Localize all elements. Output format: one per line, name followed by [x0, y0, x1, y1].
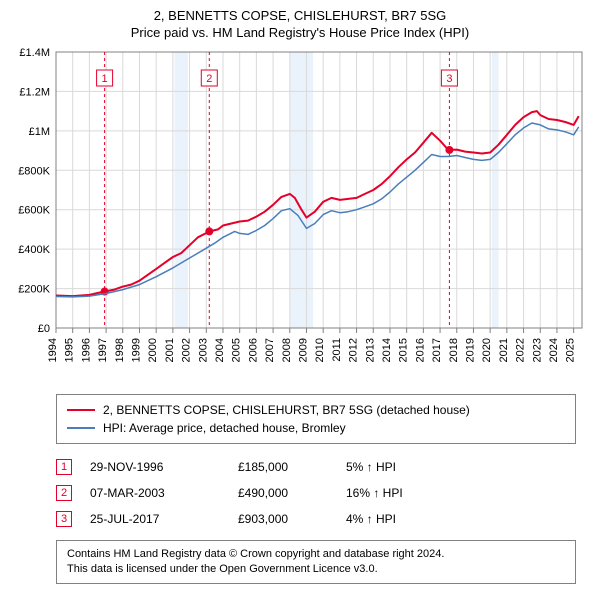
- svg-text:2013: 2013: [364, 338, 376, 362]
- legend-label: 2, BENNETTS COPSE, CHISLEHURST, BR7 5SG …: [103, 403, 470, 417]
- svg-text:1997: 1997: [97, 338, 109, 362]
- title-line2: Price paid vs. HM Land Registry's House …: [12, 25, 588, 40]
- sale-marker: 2: [56, 485, 72, 501]
- svg-text:2005: 2005: [231, 338, 243, 362]
- legend: 2, BENNETTS COPSE, CHISLEHURST, BR7 5SG …: [56, 394, 576, 444]
- svg-text:2021: 2021: [498, 338, 510, 362]
- svg-text:£1M: £1M: [29, 126, 50, 138]
- svg-text:2022: 2022: [515, 338, 527, 362]
- title-line1: 2, BENNETTS COPSE, CHISLEHURST, BR7 5SG: [12, 8, 588, 23]
- svg-text:2018: 2018: [448, 338, 460, 362]
- svg-text:£0: £0: [38, 323, 50, 335]
- svg-text:1998: 1998: [114, 338, 126, 362]
- svg-text:2011: 2011: [331, 338, 343, 362]
- legend-swatch: [67, 427, 95, 429]
- svg-text:1994: 1994: [47, 338, 59, 362]
- svg-text:£600K: £600K: [18, 205, 50, 217]
- svg-text:£200K: £200K: [18, 284, 50, 296]
- sale-marker: 3: [56, 511, 72, 527]
- svg-text:2012: 2012: [348, 338, 360, 362]
- sale-price: £903,000: [238, 512, 328, 526]
- svg-text:2001: 2001: [164, 338, 176, 362]
- svg-text:2020: 2020: [481, 338, 493, 362]
- svg-text:2004: 2004: [214, 338, 226, 362]
- sale-marker: 1: [56, 459, 72, 475]
- sale-row: 1 29-NOV-1996 £185,000 5% ↑ HPI: [56, 454, 576, 480]
- svg-text:2008: 2008: [281, 338, 293, 362]
- sale-delta: 4% ↑ HPI: [346, 512, 446, 526]
- chart-title: 2, BENNETTS COPSE, CHISLEHURST, BR7 5SG …: [12, 8, 588, 40]
- svg-text:£1.4M: £1.4M: [19, 47, 50, 59]
- svg-text:2023: 2023: [531, 338, 543, 362]
- svg-text:1996: 1996: [80, 338, 92, 362]
- footer-line1: Contains HM Land Registry data © Crown c…: [67, 547, 565, 562]
- svg-text:2006: 2006: [247, 338, 259, 362]
- svg-text:2015: 2015: [398, 338, 410, 362]
- svg-text:2014: 2014: [381, 338, 393, 362]
- legend-label: HPI: Average price, detached house, Brom…: [103, 421, 346, 435]
- chart-svg: £0 £200K £400K £600K £800K £1M £1.2M £1.4M 1994 1…: [12, 46, 588, 386]
- svg-text:£400K: £400K: [18, 244, 50, 256]
- svg-text:2016: 2016: [414, 338, 426, 362]
- sale-row: 3 25-JUL-2017 £903,000 4% ↑ HPI: [56, 506, 576, 532]
- svg-text:2003: 2003: [197, 338, 209, 362]
- svg-text:2002: 2002: [181, 338, 193, 362]
- svg-text:2010: 2010: [314, 338, 326, 362]
- sale-row: 2 07-MAR-2003 £490,000 16% ↑ HPI: [56, 480, 576, 506]
- sale-date: 07-MAR-2003: [90, 486, 220, 500]
- svg-text:£800K: £800K: [18, 165, 50, 177]
- svg-text:2: 2: [206, 73, 212, 85]
- svg-text:2019: 2019: [464, 338, 476, 362]
- attribution-footer: Contains HM Land Registry data © Crown c…: [56, 540, 576, 584]
- sales-table: 1 29-NOV-1996 £185,000 5% ↑ HPI 2 07-MAR-2003…: [56, 454, 576, 532]
- sale-date: 29-NOV-1996: [90, 460, 220, 474]
- svg-text:2024: 2024: [548, 338, 560, 362]
- sale-date: 25-JUL-2017: [90, 512, 220, 526]
- legend-swatch: [67, 409, 95, 411]
- legend-row: 2, BENNETTS COPSE, CHISLEHURST, BR7 5SG …: [67, 401, 565, 419]
- svg-text:2025: 2025: [565, 338, 577, 362]
- sale-delta: 16% ↑ HPI: [346, 486, 446, 500]
- svg-text:3: 3: [446, 73, 452, 85]
- svg-text:2000: 2000: [147, 338, 159, 362]
- svg-text:£1.2M: £1.2M: [19, 86, 50, 98]
- svg-text:1: 1: [102, 73, 108, 85]
- svg-text:1995: 1995: [64, 338, 76, 362]
- sale-price: £185,000: [238, 460, 328, 474]
- sale-price: £490,000: [238, 486, 328, 500]
- footer-line2: This data is licensed under the Open Gov…: [67, 562, 565, 577]
- sale-delta: 5% ↑ HPI: [346, 460, 446, 474]
- price-chart: £0 £200K £400K £600K £800K £1M £1.2M £1.4M 1994 1…: [12, 46, 588, 386]
- legend-row: HPI: Average price, detached house, Brom…: [67, 419, 565, 437]
- svg-text:2009: 2009: [297, 338, 309, 362]
- svg-text:2007: 2007: [264, 338, 276, 362]
- svg-text:1999: 1999: [130, 338, 142, 362]
- svg-text:2017: 2017: [431, 338, 443, 362]
